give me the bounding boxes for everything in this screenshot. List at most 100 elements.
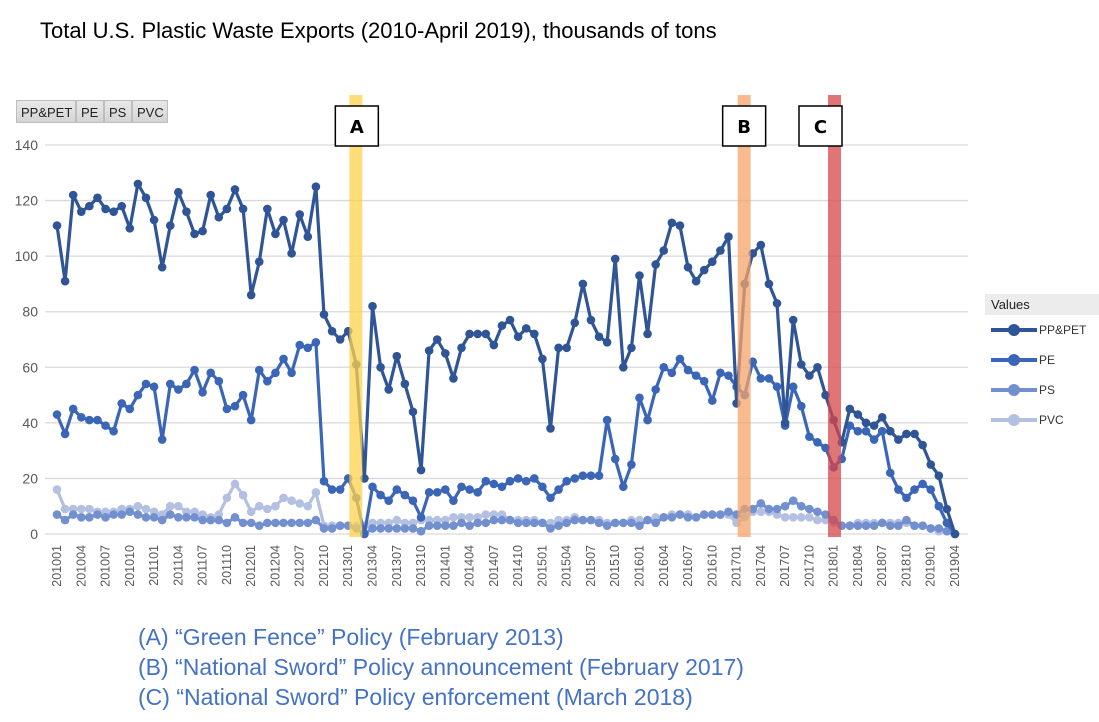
data-point-ps: [813, 507, 822, 517]
data-point-pvc: [141, 504, 151, 514]
data-point-pe: [926, 485, 936, 494]
data-point-ps: [707, 510, 717, 519]
data-point-ps: [481, 518, 491, 528]
x-tick-label: 201501: [535, 545, 549, 587]
field-button-pp-pet[interactable]: PP&PET: [16, 100, 76, 123]
data-point-pvc: [271, 501, 280, 511]
data-point-pe: [691, 371, 701, 380]
data-point-ps: [303, 518, 313, 528]
data-point-pp-pet: [845, 404, 855, 414]
data-point-ps: [400, 524, 410, 533]
data-point-pe: [457, 482, 466, 492]
data-point-pp-pet: [756, 240, 766, 250]
data-point-pe: [788, 382, 798, 392]
data-point-pp-pet: [651, 260, 660, 269]
data-point-pp-pet: [505, 315, 515, 325]
field-button-ps[interactable]: PS: [104, 100, 132, 123]
data-point-ps: [287, 518, 296, 528]
data-point-ps: [157, 515, 167, 525]
data-point-ps: [133, 510, 143, 519]
data-point-pe: [546, 493, 555, 503]
data-point-ps: [796, 501, 806, 511]
data-point-pe: [254, 365, 264, 375]
data-point-ps: [238, 518, 248, 528]
data-point-ps: [902, 515, 911, 525]
data-point-pe: [133, 390, 143, 400]
data-point-pe: [505, 476, 515, 486]
data-point-pe: [910, 485, 919, 494]
data-point-pp-pet: [635, 271, 644, 280]
data-point-pp-pet: [910, 429, 919, 439]
data-point-pe: [295, 340, 305, 350]
data-point-pvc: [85, 504, 94, 514]
x-tick-label: 201110: [220, 545, 234, 585]
data-point-pp-pet: [238, 204, 248, 214]
data-point-ps: [635, 521, 644, 530]
y-tick-label: 80: [22, 304, 38, 320]
data-point-ps: [602, 521, 612, 530]
data-point-pp-pet: [586, 315, 596, 325]
data-point-pvc: [165, 501, 175, 511]
data-point-ps: [562, 518, 571, 528]
data-point-pe: [109, 426, 118, 436]
data-point-pp-pet: [432, 335, 442, 344]
x-tick-label: 201610: [705, 545, 719, 587]
annotation-band-b: [737, 95, 751, 537]
data-point-ps: [85, 513, 94, 522]
data-point-pp-pet: [610, 254, 620, 264]
data-point-pe: [141, 379, 151, 389]
data-point-pe: [716, 368, 725, 378]
data-point-pvc: [222, 493, 232, 503]
x-tick-label: 201601: [632, 545, 646, 587]
legend-item-pp-pet: PP&PET: [985, 315, 1099, 345]
data-point-pe: [408, 496, 418, 505]
x-tick-label: 201904: [948, 545, 962, 587]
data-point-pe: [68, 404, 78, 414]
data-point-ps: [230, 513, 240, 522]
data-point-ps: [764, 504, 774, 514]
data-point-pe: [675, 354, 685, 364]
data-point-pvc: [780, 513, 790, 522]
data-point-ps: [619, 518, 628, 528]
data-point-pe: [853, 426, 863, 436]
series-line-pe: [55, 340, 957, 536]
data-point-pp-pet: [497, 321, 507, 330]
data-point-pp-pet: [157, 262, 167, 272]
data-point-pe: [174, 385, 183, 394]
data-point-pp-pet: [295, 210, 305, 219]
data-point-pe: [327, 485, 337, 494]
data-point-ps: [578, 515, 588, 525]
data-point-ps: [497, 515, 507, 525]
data-point-pp-pet: [934, 471, 944, 480]
data-point-ps: [68, 510, 78, 519]
data-point-ps: [910, 521, 919, 530]
x-tick-label: 201304: [366, 545, 380, 587]
data-point-pvc: [246, 507, 256, 517]
data-point-ps: [610, 518, 620, 528]
field-button-pvc[interactable]: PVC: [132, 100, 168, 123]
annotation-label-b: B: [737, 117, 751, 138]
data-point-pe: [101, 421, 110, 430]
data-point-ps: [376, 524, 385, 533]
data-point-pe: [521, 476, 531, 486]
data-point-ps: [246, 518, 256, 528]
data-point-pp-pet: [101, 204, 110, 214]
data-point-pe: [918, 479, 927, 489]
data-point-pp-pet: [894, 435, 903, 444]
data-point-ps: [538, 518, 547, 528]
data-point-pp-pet: [254, 257, 264, 267]
data-point-ps: [190, 513, 199, 522]
y-tick-label: 20: [22, 470, 38, 486]
data-point-pe: [238, 390, 248, 400]
data-point-pe: [538, 482, 547, 492]
data-point-ps: [513, 518, 523, 528]
field-button-pe[interactable]: PE: [76, 100, 104, 123]
x-tick-label: 201407: [487, 545, 501, 587]
data-point-pe: [449, 496, 458, 505]
x-tick-label: 201504: [560, 545, 574, 587]
data-point-pp-pet: [562, 343, 571, 353]
y-tick-label: 0: [30, 526, 38, 542]
annotation-box-c: [798, 105, 843, 147]
data-point-pe: [756, 374, 766, 383]
data-point-pp-pet: [546, 424, 555, 433]
